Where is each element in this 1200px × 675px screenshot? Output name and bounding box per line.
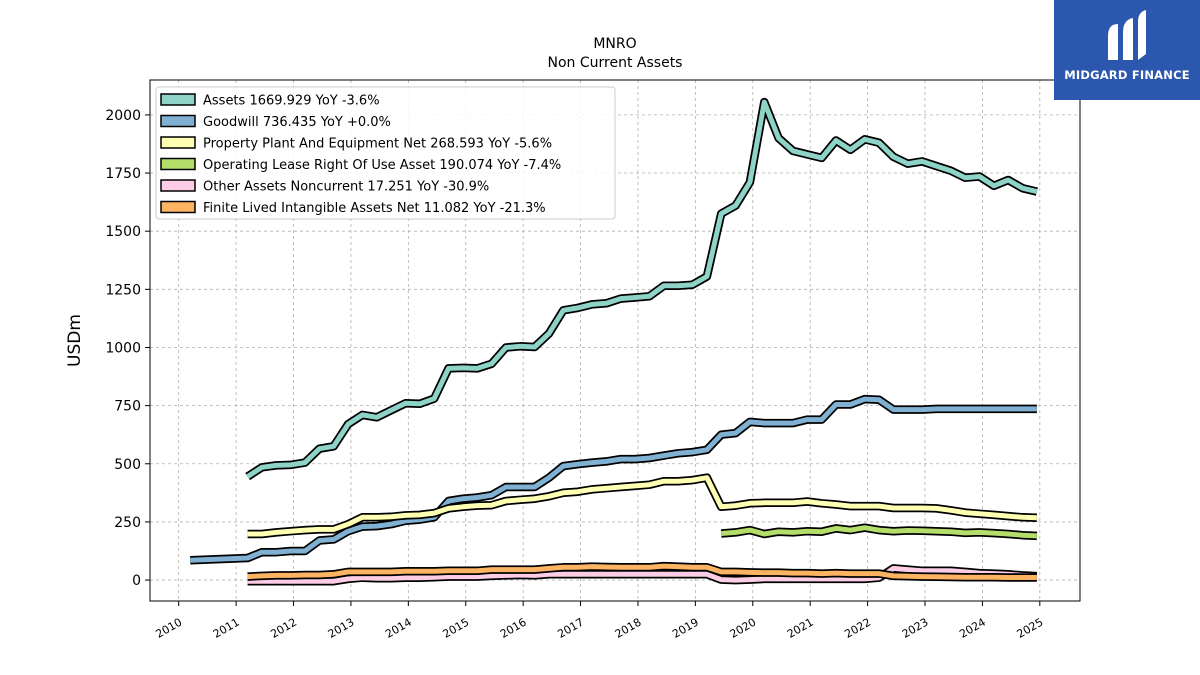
x-tick-label: 2016 bbox=[498, 616, 529, 641]
x-tick-label: 2020 bbox=[728, 616, 759, 641]
x-tick-label: 2012 bbox=[268, 616, 299, 641]
legend-entry-5: Finite Lived Intangible Assets Net 11.08… bbox=[203, 201, 546, 216]
brand-logo: MIDGARD FINANCE bbox=[1054, 0, 1200, 100]
legend-entry-1: Goodwill 736.435 YoY +0.0% bbox=[203, 115, 391, 130]
y-tick-label: 1250 bbox=[105, 282, 141, 298]
x-tick-label: 2021 bbox=[785, 616, 816, 641]
legend-entry-2: Property Plant And Equipment Net 268.593… bbox=[203, 137, 552, 152]
x-tick-label: 2010 bbox=[154, 616, 185, 641]
y-axis-label: USDm bbox=[65, 314, 85, 367]
y-tick-label: 500 bbox=[114, 457, 141, 473]
legend: Assets 1669.929 YoY -3.6% Goodwill 736.43… bbox=[155, 86, 616, 220]
x-tick-label: 2011 bbox=[211, 616, 242, 641]
legend-entry-3: Operating Lease Right Of Use Asset 190.0… bbox=[203, 158, 561, 173]
y-tick-label: 1500 bbox=[105, 224, 141, 240]
x-tick-label: 2014 bbox=[383, 616, 414, 641]
y-tick-label: 1750 bbox=[105, 166, 141, 182]
y-tick-label: 0 bbox=[132, 573, 141, 589]
y-tick-label: 2000 bbox=[105, 108, 141, 124]
series-line-1 bbox=[190, 396, 1037, 563]
x-tick-label: 2013 bbox=[326, 616, 357, 641]
series-line-2 bbox=[247, 475, 1037, 537]
chart-subtitle: Non Current Assets bbox=[548, 55, 683, 71]
x-tick-label: 2019 bbox=[670, 616, 701, 641]
x-tick-label: 2015 bbox=[441, 616, 472, 641]
x-tick-label: 2023 bbox=[900, 616, 931, 641]
y-tick-label: 1000 bbox=[105, 340, 141, 356]
series-line-4 bbox=[247, 565, 1038, 584]
chart-title: MNRO bbox=[593, 36, 636, 52]
series-outline-1 bbox=[190, 394, 1037, 565]
legend-swatch-5 bbox=[160, 200, 196, 214]
legend-box bbox=[155, 86, 616, 220]
legend-swatch-2 bbox=[160, 136, 196, 149]
x-tick-label: 2025 bbox=[1015, 616, 1046, 641]
series-line-0 bbox=[246, 99, 1038, 479]
legend-entry-0: Assets 1669.929 YoY -3.6% bbox=[203, 94, 380, 109]
legend-swatch-1 bbox=[160, 114, 196, 128]
x-tick-label: 2022 bbox=[842, 616, 873, 641]
legend-swatch-3 bbox=[160, 157, 196, 171]
legend-swatch-4 bbox=[160, 179, 196, 192]
legend-swatch-0 bbox=[160, 93, 196, 106]
plot-frame bbox=[149, 79, 1081, 602]
y-tick-label: 250 bbox=[114, 515, 141, 531]
x-tick-label: 2017 bbox=[555, 616, 586, 641]
series-line-5 bbox=[247, 563, 1037, 580]
x-tick-label: 2024 bbox=[957, 616, 988, 641]
series-line-3 bbox=[721, 525, 1038, 539]
legend-entry-4: Other Assets Noncurrent 17.251 YoY -30.9… bbox=[203, 180, 489, 195]
x-tick-label: 2018 bbox=[613, 616, 644, 641]
midgard-logo-icon bbox=[1108, 10, 1146, 60]
y-tick-label: 750 bbox=[114, 399, 141, 415]
brand-logo-text: MIDGARD FINANCE bbox=[1064, 68, 1190, 82]
